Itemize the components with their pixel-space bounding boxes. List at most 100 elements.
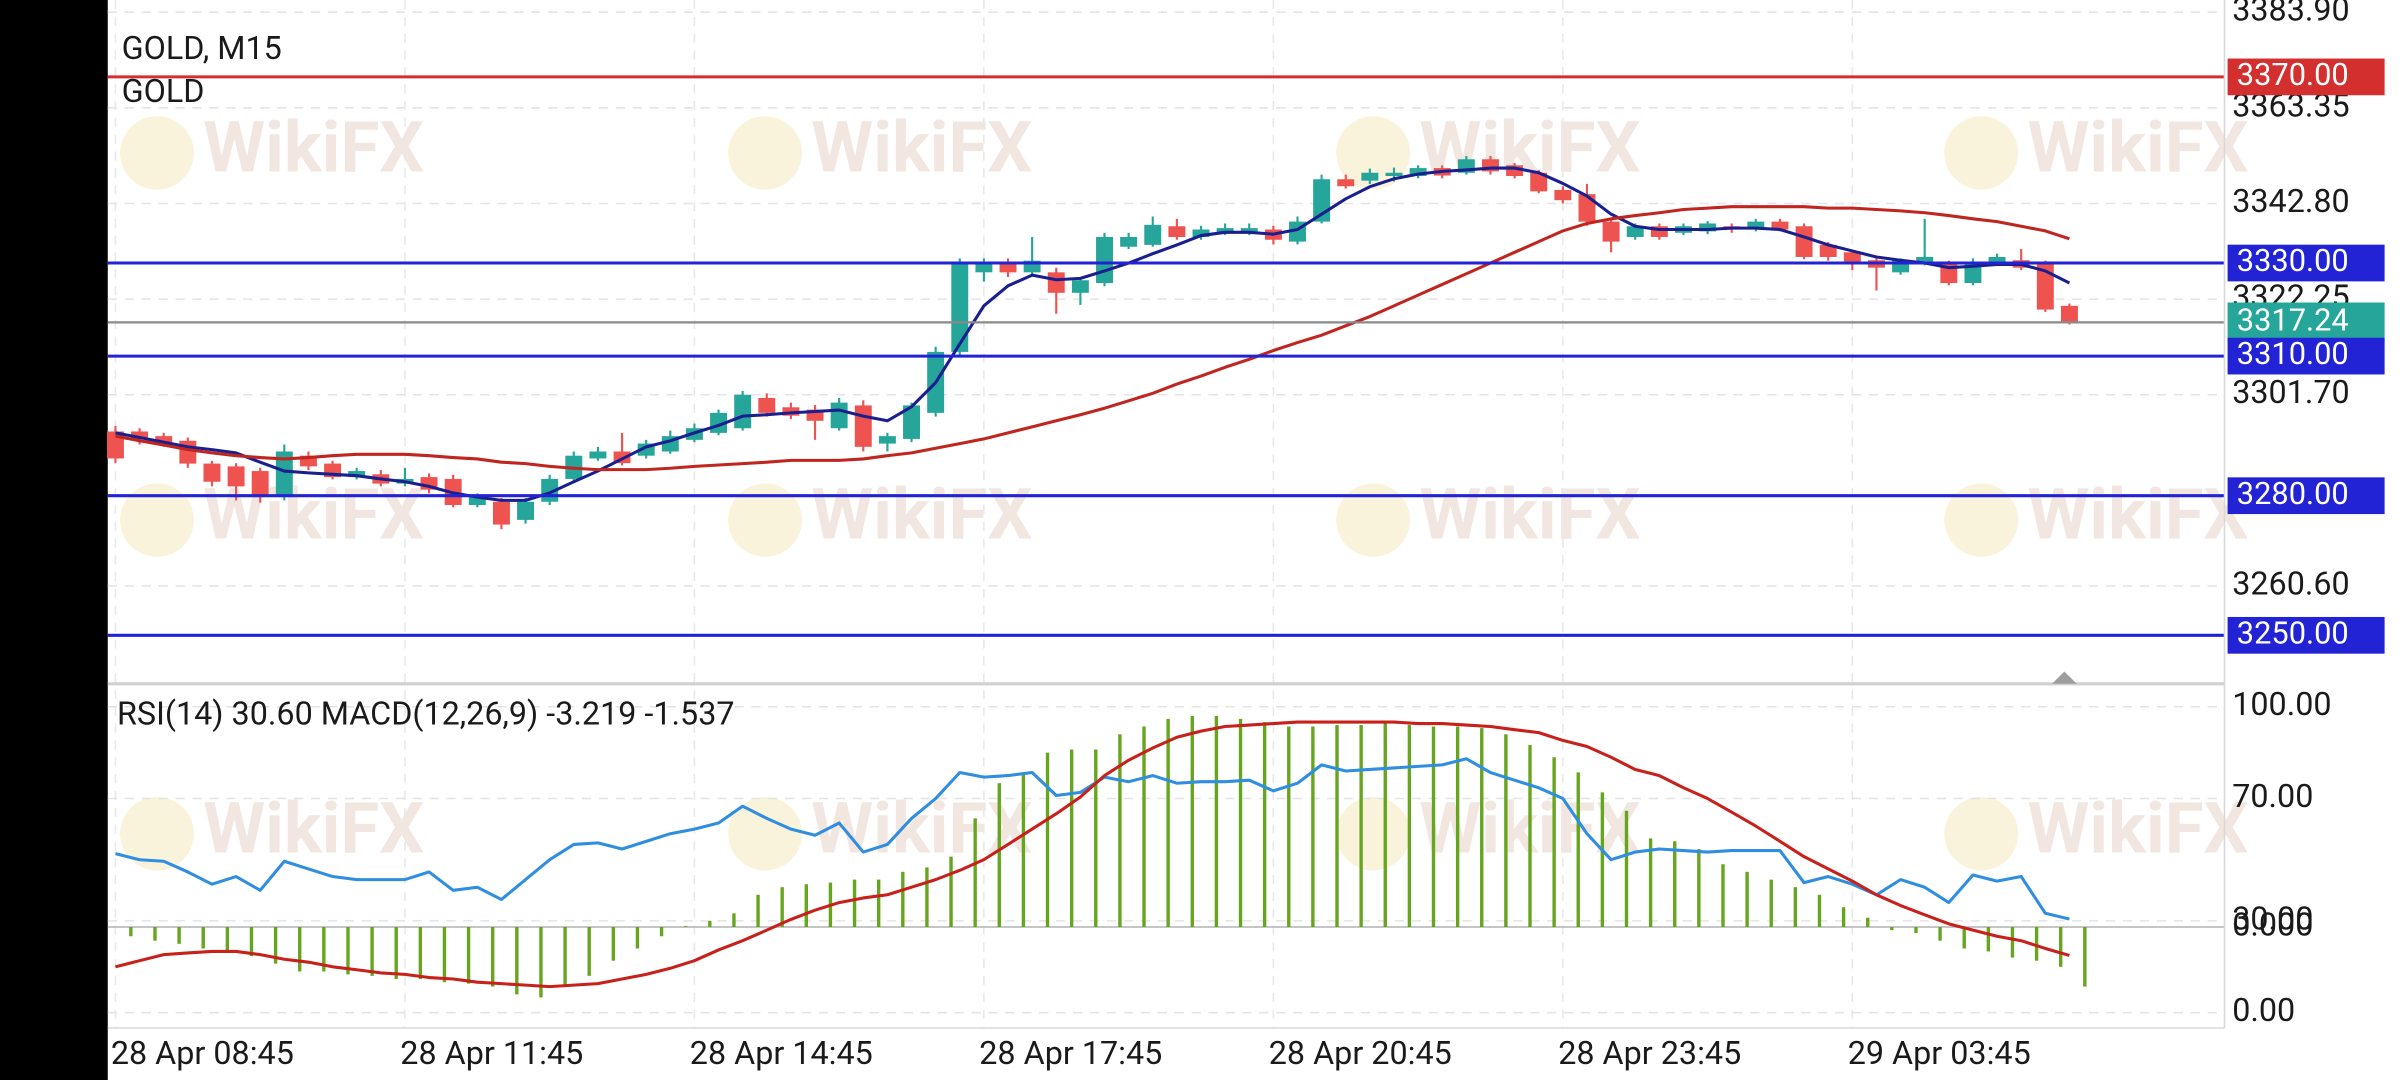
candle-body [1096,236,1113,284]
candle-body [1578,194,1596,222]
chart-subtitle: GOLD [122,72,205,110]
level-label: 3310.00 [2237,337,2349,372]
candle-body [1747,221,1765,230]
candle-body [903,405,920,439]
candle-body [1916,256,1934,264]
axis-labels: 3383.903363.353342.803322.253301.703260.… [111,0,2385,1072]
candle-body [1819,244,1837,257]
watermark: WikiFX [2027,788,2248,870]
watermark-logo [120,796,194,871]
watermark: WikiFX [1419,108,1640,190]
level-badge [2227,58,2385,96]
x-tick-label: 28 Apr 23:45 [1558,1034,1741,1072]
candle-body [517,501,535,520]
watermark-logo [728,796,803,871]
level-label: 3250.00 [2237,616,2349,651]
watermark-logo [728,483,803,557]
y-tick-label: 3342.80 [2232,182,2350,220]
candle-body [1506,165,1524,177]
watermark: WikiFX [2027,475,2248,557]
candle-body [1795,226,1813,257]
candle-body [1530,172,1548,192]
watermark: WikiFX [203,475,424,557]
x-tick-label: 28 Apr 08:45 [111,1034,294,1072]
watermark: WikiFX [1419,475,1640,557]
line-series [115,205,2070,472]
candle-body [1554,189,1572,201]
indicator-title: RSI(14) 30.60 MACD(12,26,9) -3.219 -1.53… [117,695,735,733]
candle-body [975,263,993,273]
x-tick-label: 28 Apr 11:45 [400,1034,583,1072]
line-series [115,166,2071,502]
candle-body [1626,226,1644,237]
panel-handle [2052,671,2077,684]
candle-body [734,394,752,429]
level-label: 3330.00 [2237,244,2349,279]
candle-body [1699,223,1717,232]
chart-title: GOLD, M15 [122,29,282,67]
grid [107,0,2225,1028]
y-tick-label: 0.00 [2232,991,2295,1029]
watermarks: WikiFX WikiFX WikiFX WikiFX WikiFX WikiFX Wiki… [120,108,2249,871]
candle-body [999,263,1017,273]
watermark: WikiFX [203,788,424,870]
candle-body [1192,229,1210,237]
watermark-logo [1944,796,2019,871]
watermark: WikiFX [811,788,1032,870]
candle-body [348,471,366,478]
candle-body [589,451,607,459]
watermark-logo [120,483,194,557]
level-badge [2227,244,2385,282]
candle-body [1650,226,1668,237]
x-tick-label: 28 Apr 14:45 [690,1034,873,1072]
level-badge [2227,477,2385,515]
watermark-logo [120,116,194,190]
watermark: WikiFX [2027,108,2248,190]
candle-body [1144,224,1162,245]
level-label: 3280.00 [2237,477,2349,512]
candle-body [1988,256,2006,264]
candle-body [203,463,221,482]
candle-body [878,436,896,444]
level-badge [2227,616,2385,654]
y2-tick-label: 0.000 [2232,906,2313,944]
watermark: WikiFX [203,108,424,190]
candle-body [1602,221,1620,242]
candle-body [854,405,872,447]
watermark-logo [1944,483,2019,557]
candle-body [1047,272,1065,293]
candle-body [1071,280,1089,293]
candle-body [299,455,317,467]
y-tick-label: 30.00 [2232,899,2313,937]
watermark-logo [1336,483,1411,557]
candle-body [275,451,293,498]
watermark-logo [1944,116,2019,190]
level-label: 3370.00 [2237,58,2349,93]
candle-body [1771,221,1789,230]
candle-body [1240,228,1258,232]
y-tick-label: 3260.60 [2232,565,2350,603]
y-tick-label: 3383.90 [2232,0,2350,29]
x-tick-label: 28 Apr 17:45 [979,1034,1162,1072]
level-badge [2227,337,2385,375]
candle-body [1409,168,1427,177]
candle-body [492,501,510,525]
candle-body [1120,236,1138,247]
candle-body [806,409,824,421]
candle-body [1361,172,1379,181]
watermark-logo [728,116,803,190]
candle-body [1023,260,1041,273]
last-price-badge [2227,302,2385,343]
candle-body [468,497,486,506]
watermark-logo [1336,796,1411,871]
x-tick-label: 28 Apr 20:45 [1269,1034,1452,1072]
candle-body [1385,172,1403,177]
y-tick-label: 3301.70 [2232,373,2350,411]
last-price-label: 3317.24 [2237,304,2349,339]
x-tick-label: 29 Apr 03:45 [1848,1034,2031,1072]
candle-body [758,397,776,413]
candle-body [1843,252,1861,264]
candle-body [251,471,269,498]
